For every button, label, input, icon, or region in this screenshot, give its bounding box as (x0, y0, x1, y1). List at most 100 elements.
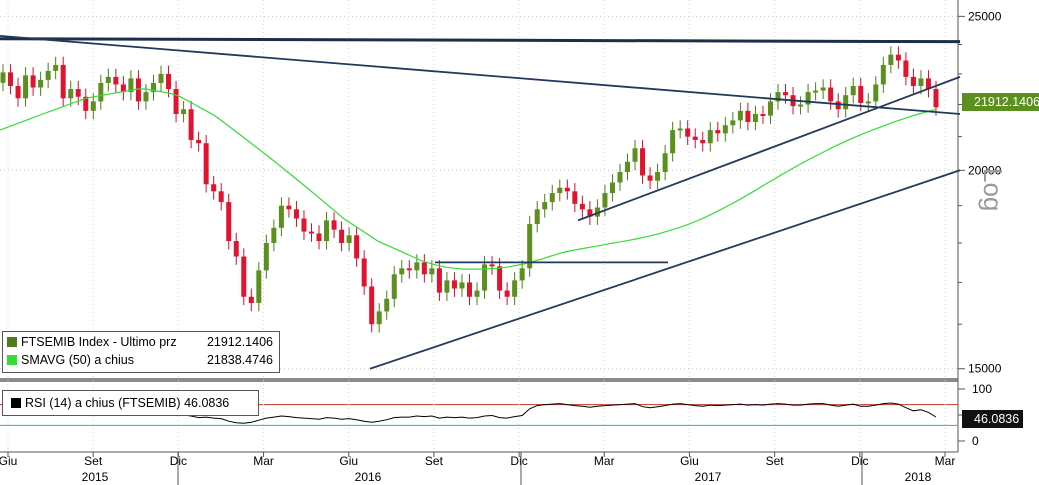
candle-body (820, 87, 826, 91)
candle-body (805, 92, 811, 105)
sma-line (0, 88, 937, 270)
month-label: Giu (0, 454, 17, 468)
legend-entry-sma: SMAVG (50) a chius 21838.4746 (7, 352, 275, 368)
candle-body (331, 220, 337, 230)
candle-body (489, 264, 495, 267)
candle-body (444, 280, 450, 293)
candle-body (625, 161, 631, 173)
legend-entry-price: FTSEMIB Index - Ultimo prz 21912.1406 (7, 334, 275, 350)
year-label: 2015 (82, 470, 109, 484)
candle-body (316, 233, 322, 242)
rsi-legend-label: RSI (14) a chius (FTSEMIB) (25, 396, 181, 410)
candle-body (534, 209, 540, 225)
last-price-tag: 21912.1406 (962, 93, 1039, 111)
candle-body (504, 290, 510, 297)
candle-body (45, 70, 51, 80)
month-label: Set (425, 454, 444, 468)
candle-body (346, 235, 352, 243)
candle-body (384, 298, 390, 312)
candle-body (557, 187, 563, 194)
candle-body (609, 182, 615, 194)
candle-body (572, 191, 578, 204)
candle-body (113, 76, 119, 85)
candle-body (135, 78, 141, 102)
legend-value-price: 21912.1406 (206, 335, 273, 349)
legend-swatch-sma (7, 355, 17, 365)
candle-body (203, 143, 209, 185)
month-label: Giu (339, 454, 358, 468)
candle-body (925, 78, 931, 90)
candle-body (376, 311, 382, 325)
candle-body (98, 82, 104, 102)
log-scale-label: Log (978, 168, 1008, 212)
candle-body (354, 235, 360, 259)
candle-body (173, 89, 179, 115)
candle-body (933, 89, 939, 108)
candle-body (158, 73, 164, 83)
candle-body (549, 193, 555, 203)
candle-body (451, 280, 457, 289)
candle-body (256, 270, 262, 303)
candle-body (60, 64, 66, 99)
candle-body (767, 101, 773, 116)
trendline-upper-support (577, 76, 961, 222)
candle-body (519, 268, 525, 281)
candle-body (233, 241, 239, 257)
candle-body (226, 202, 232, 242)
candle-body (587, 209, 593, 217)
month-label: Mar (594, 454, 615, 468)
year-label: 2018 (905, 470, 932, 484)
candle-body (339, 229, 345, 243)
candle-body (406, 268, 412, 271)
candle-body (745, 110, 751, 123)
month-label: Dic (510, 454, 527, 468)
candle-body (166, 73, 172, 90)
candle-body (617, 172, 623, 183)
candle-body (301, 218, 307, 232)
candle-body (752, 114, 758, 123)
candle-body (188, 109, 194, 140)
month-label: Mar (935, 454, 956, 468)
candle-body (775, 92, 781, 102)
candle-body (286, 205, 292, 210)
candle-body (23, 75, 29, 99)
candle-body (647, 175, 653, 181)
panel-divider (0, 378, 958, 382)
candle-body (68, 89, 74, 99)
candle-body (542, 202, 548, 210)
candle-body (421, 262, 427, 275)
legend-value-sma: 21838.4746 (206, 353, 273, 367)
candle-body (391, 274, 397, 299)
candle-body (730, 120, 736, 126)
candle-body (910, 76, 916, 86)
candle-body (196, 139, 202, 144)
candle-body (53, 64, 59, 71)
candle-body (655, 172, 661, 181)
candle-body (918, 78, 924, 86)
candle-body (798, 104, 804, 107)
candle-body (602, 193, 608, 208)
candle-body (0, 72, 6, 83)
candle-body (888, 54, 894, 65)
candle-body (218, 191, 224, 203)
rsi-legend-swatch (11, 398, 21, 408)
candle-body (474, 290, 480, 297)
trendline-top (0, 37, 961, 44)
month-label: Dic (851, 454, 868, 468)
candle-body (181, 109, 187, 115)
rsi-legend: RSI (14) a chius (FTSEMIB) 46.0836 (2, 390, 259, 416)
candle-body (263, 242, 269, 271)
candle-body (880, 64, 886, 85)
candle-body (38, 79, 44, 88)
candle-body (467, 282, 472, 297)
candle-body (722, 125, 728, 134)
candle-body (527, 224, 533, 269)
candle-body (293, 209, 299, 219)
legend-label-price: FTSEMIB Index - Ultimo prz (21, 335, 177, 349)
candle-body (715, 130, 721, 134)
candle-body (150, 82, 156, 93)
candle-body (90, 101, 96, 111)
rsi-tick-label: 100 (972, 382, 992, 396)
candle-body (399, 268, 405, 275)
candle-body (241, 256, 247, 297)
